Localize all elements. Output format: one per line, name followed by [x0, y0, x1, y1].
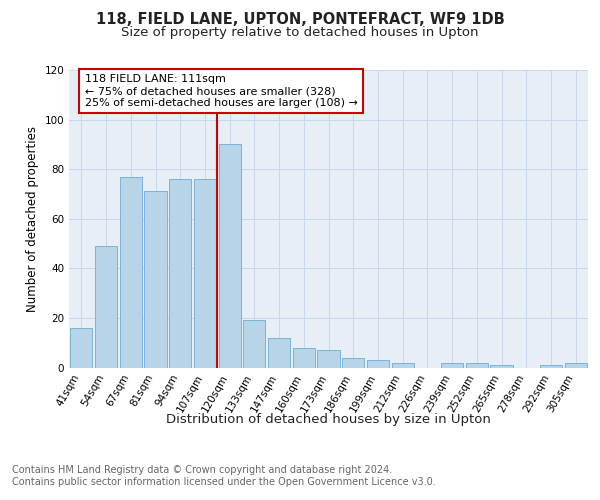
Bar: [342, 358, 364, 368]
Bar: [145, 192, 167, 368]
Bar: [392, 362, 414, 368]
Text: 118, FIELD LANE, UPTON, PONTEFRACT, WF9 1DB: 118, FIELD LANE, UPTON, PONTEFRACT, WF9 …: [95, 12, 505, 28]
Bar: [169, 179, 191, 368]
Bar: [293, 348, 315, 368]
Bar: [441, 362, 463, 368]
Bar: [466, 362, 488, 368]
Bar: [218, 144, 241, 368]
Bar: [268, 338, 290, 368]
Text: Size of property relative to detached houses in Upton: Size of property relative to detached ho…: [121, 26, 479, 39]
Bar: [194, 179, 216, 368]
Bar: [367, 360, 389, 368]
Bar: [119, 176, 142, 368]
Bar: [243, 320, 265, 368]
Bar: [317, 350, 340, 368]
Bar: [70, 328, 92, 368]
Bar: [540, 365, 562, 368]
Text: 118 FIELD LANE: 111sqm
← 75% of detached houses are smaller (328)
25% of semi-de: 118 FIELD LANE: 111sqm ← 75% of detached…: [85, 74, 358, 108]
Bar: [95, 246, 117, 368]
Y-axis label: Number of detached properties: Number of detached properties: [26, 126, 39, 312]
Bar: [490, 365, 512, 368]
Text: Contains HM Land Registry data © Crown copyright and database right 2024.
Contai: Contains HM Land Registry data © Crown c…: [12, 465, 436, 486]
Text: Distribution of detached houses by size in Upton: Distribution of detached houses by size …: [166, 412, 491, 426]
Bar: [565, 362, 587, 368]
